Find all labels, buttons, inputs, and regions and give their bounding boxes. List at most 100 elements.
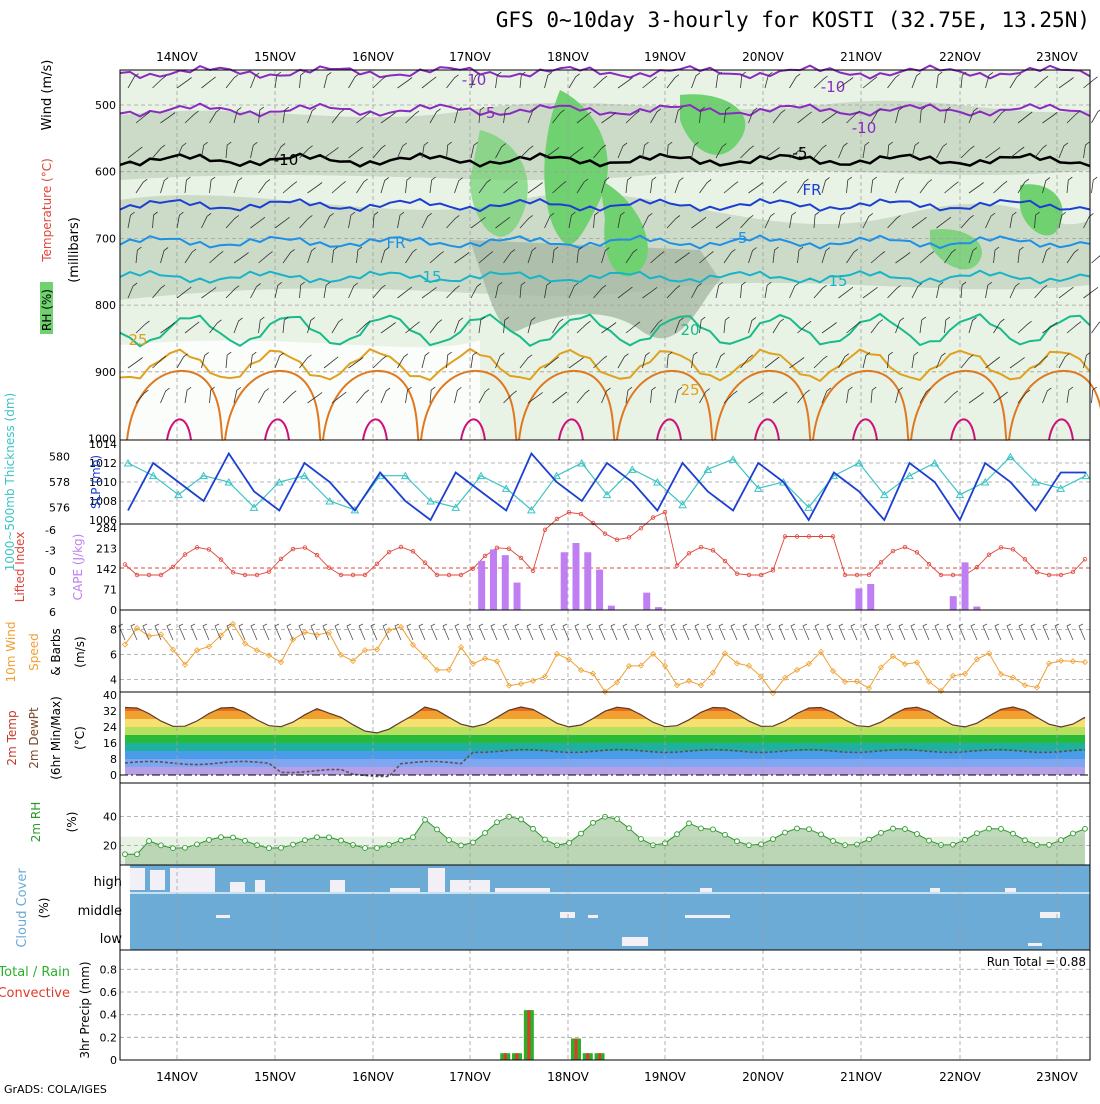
cloud-gap: [622, 937, 648, 946]
wind-barb-10m: [863, 624, 869, 640]
cloud-gap: [216, 915, 230, 918]
cape-bar: [867, 584, 874, 610]
wind-barb-10m: [635, 624, 641, 640]
rh2m-point: [951, 842, 956, 847]
contour-label: -10: [821, 78, 846, 96]
rh2m-point: [783, 830, 788, 835]
wind-barb-10m: [455, 624, 461, 640]
bottom-date-label: 23NOV: [1036, 1070, 1078, 1084]
precip-conv-bar: [516, 1053, 519, 1060]
precip-tick: 0.4: [100, 1009, 118, 1022]
slp-label: SLP (mb): [89, 455, 103, 509]
cloud-cover-area: [130, 865, 1090, 950]
wind-barb-10m: [815, 624, 821, 640]
wind-barb-10m: [239, 624, 245, 640]
rh2m-point: [543, 837, 548, 842]
cloud-gap: [330, 880, 345, 892]
contour-label: FR: [802, 181, 821, 199]
wind-barb-10m: [179, 624, 185, 640]
wind-barb-10m: [347, 624, 353, 640]
cloud-gap: [150, 870, 165, 890]
rh2m-point: [267, 846, 272, 851]
thickness-line: [128, 457, 1086, 510]
precip-unit-label: 3hr Precip (mm): [78, 961, 92, 1058]
li-tick: 3: [49, 586, 56, 599]
rh2m-point: [375, 846, 380, 851]
rh2m-point: [327, 835, 332, 840]
cape-bar: [855, 588, 862, 610]
temp2m-label: 2m Temp: [5, 710, 19, 765]
minmax-label: (6hr Min/Max): [49, 696, 63, 780]
bottom-date-label: 18NOV: [547, 1070, 589, 1084]
wind-barb-10m: [491, 624, 497, 640]
wind10m-label: 10m Wind: [4, 622, 18, 683]
cloud-level-label-low: low: [100, 932, 123, 947]
temp-tick: 32: [103, 705, 117, 718]
temp-tick: 8: [110, 753, 117, 766]
wind-barb-10m: [1031, 624, 1037, 640]
rh2m-point: [339, 838, 344, 843]
wind-barb-10m: [935, 624, 941, 640]
wind-speed-line: [125, 624, 1085, 693]
cape-bar: [643, 593, 650, 610]
cape-bar: [572, 543, 579, 610]
wind-barb: [1092, 252, 1100, 264]
contour-label: 15: [828, 272, 847, 290]
rh2m-point: [1059, 838, 1064, 843]
wind-barb-10m: [971, 624, 977, 640]
bottom-date-label: 16NOV: [352, 1070, 394, 1084]
rh2m-point: [147, 839, 152, 844]
rh2m-point: [855, 842, 860, 847]
wind-barb-10m: [143, 624, 149, 640]
top-date-label: 14NOV: [156, 50, 198, 64]
panel-frame: [120, 524, 1090, 610]
top-date-label: 15NOV: [254, 50, 296, 64]
wind-barb-10m: [1055, 624, 1061, 640]
cape-label: CAPE (J/kg): [71, 534, 85, 601]
rh2m-point: [819, 832, 824, 837]
wind-barb-10m: [1007, 624, 1013, 640]
wind-barb-10m: [1043, 624, 1049, 640]
rh2m-point: [903, 827, 908, 832]
wind-barb-10m: [851, 624, 857, 640]
rh2m-point: [927, 838, 932, 843]
cape-bar: [950, 596, 957, 610]
rh2m-point: [447, 838, 452, 843]
cape-bar: [502, 555, 509, 610]
slp-line: [128, 454, 1086, 521]
cape-bar: [584, 552, 591, 610]
wind-barb-10m: [623, 624, 629, 640]
millibars-label: (millibars): [67, 217, 82, 283]
wind-label: Wind (m/s): [40, 60, 55, 131]
precip-tick: 0.6: [100, 986, 118, 999]
rh2m-point: [207, 838, 212, 843]
li-point: [1083, 557, 1087, 561]
wind-barb-10m: [323, 624, 329, 640]
bottom-date-label: 22NOV: [939, 1070, 981, 1084]
wind-barb-10m: [827, 624, 833, 640]
rh2m-point: [519, 817, 524, 822]
precip-tick: 0.2: [100, 1031, 118, 1044]
rh2m-point: [639, 837, 644, 842]
wind-barb-10m: [875, 624, 881, 640]
top-date-label: 16NOV: [352, 50, 394, 64]
thickness-tick: 576: [49, 501, 70, 514]
wind-speed-tick: 6: [110, 649, 117, 662]
rh2m-tick: 40: [103, 811, 117, 824]
wind-barb-10m: [575, 624, 581, 640]
rh2m-tick: 20: [103, 840, 117, 853]
rh2m-point: [411, 835, 416, 840]
rh2m-point: [291, 842, 296, 847]
cloud-gap: [255, 880, 265, 892]
rh-label: RH (%): [40, 289, 54, 331]
wind-barb-10m: [551, 624, 557, 640]
contour-label: 25: [128, 331, 147, 349]
panel-frame: [120, 950, 1090, 1060]
rh2m-point: [615, 817, 620, 822]
rh2m-point: [135, 852, 140, 857]
wind-barb-10m: [167, 624, 173, 640]
